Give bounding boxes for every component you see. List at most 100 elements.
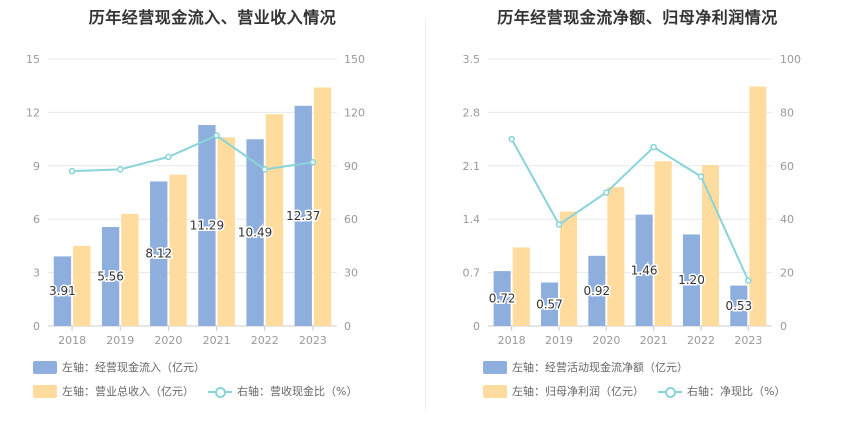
line-point (555, 221, 563, 228)
left-tick-label: 0.7 (463, 267, 481, 280)
x-tick-label: 2020 (154, 334, 182, 347)
line-point (309, 158, 317, 166)
line-point (261, 166, 268, 173)
legend-label: 右轴：净现比（%） (687, 385, 786, 398)
right-tick-label: 150 (344, 53, 365, 66)
bar-series-2 (749, 86, 767, 326)
data-label: 3.91 (49, 284, 76, 298)
x-tick-label: 2022 (251, 334, 279, 347)
left-tick-label: 0 (33, 320, 40, 333)
x-tick-label: 2023 (299, 334, 327, 347)
left-tick-label: 6 (33, 213, 40, 226)
legend-item-net-cash-ratio[interactable]: 右轴：净现比（%） (658, 383, 785, 399)
right-tick-label: 100 (780, 53, 801, 66)
legend-label: 左轴：营业总收入（亿元） (62, 385, 194, 398)
x-tick-label: 2023 (734, 334, 762, 347)
chart-title: 历年经营现金流净额、归母净利润情况 (497, 8, 778, 27)
bar-series-1 (635, 214, 653, 326)
left-tick-label: 2.8 (463, 106, 481, 119)
left-tick-label: 15 (26, 53, 40, 66)
data-label: 0.72 (489, 292, 516, 306)
bar-series-1 (101, 227, 120, 326)
x-tick-label: 2018 (58, 334, 86, 347)
left-tick-label: 9 (33, 160, 40, 173)
bar-series-2 (702, 165, 720, 326)
chart-plot: 0 0.7 1.4 2.1 2.8 3.5 0 20 40 60 80 100 2018 2019 2020… (463, 53, 802, 347)
bar-series-1 (730, 285, 748, 326)
legend-label: 右轴：营收现金比（%） (237, 385, 358, 398)
data-label: 12.37 (286, 209, 320, 223)
left-tick-label: 3.5 (463, 53, 481, 66)
bar-series-1 (588, 255, 606, 326)
bar-series-1 (198, 125, 216, 327)
right-tick-label: 0 (780, 320, 787, 333)
chart-title: 历年经营现金流入、营业收入情况 (88, 8, 337, 27)
legend-item-cash-ratio[interactable]: 右轴：营收现金比（%） (208, 383, 357, 399)
legend-item-cash-inflow[interactable]: 左轴：经营现金流入（亿元） (33, 359, 205, 375)
line-point (697, 173, 705, 180)
legend-item-revenue[interactable]: 左轴：营业总收入（亿元） (33, 383, 194, 399)
line-point (117, 166, 124, 173)
left-tick-label: 12 (26, 106, 40, 119)
panel-divider (425, 18, 426, 410)
bar-series-2 (121, 213, 139, 326)
right-tick-label: 20 (780, 267, 794, 280)
bar-series-2 (169, 174, 187, 326)
x-tick-label: 2019 (106, 334, 134, 347)
data-label: 0.57 (536, 297, 563, 311)
right-tick-label: 120 (344, 106, 365, 119)
data-label: 10.49 (238, 226, 272, 240)
left-tick-label: 3 (33, 267, 40, 280)
x-tick-label: 2022 (687, 334, 715, 347)
right-tick-label: 60 (780, 160, 794, 173)
bar-series-2 (73, 245, 91, 326)
right-tick-label: 30 (344, 267, 358, 280)
left-tick-label: 2.1 (463, 160, 481, 173)
legend-swatch-bar1 (483, 360, 507, 374)
legend-item-net-cash[interactable]: 左轴：经营活动现金流净额（亿元） (483, 359, 688, 375)
bar-series-2 (265, 114, 284, 327)
legend-item-net-profit[interactable]: 左轴：归母净利润（亿元） (483, 383, 644, 399)
right-tick-label: 60 (344, 213, 358, 226)
data-label: 11.29 (190, 219, 224, 233)
bar-series-1 (682, 234, 700, 326)
data-label: 1.46 (631, 263, 658, 277)
right-tick-label: 80 (780, 106, 794, 119)
data-label: 0.92 (583, 284, 610, 298)
bar-series-1 (493, 271, 511, 326)
legend-swatch-line (658, 385, 682, 398)
bar-series-2 (217, 137, 235, 326)
right-tick-label: 0 (344, 320, 351, 333)
line-point (603, 189, 610, 196)
bar-series-2 (607, 187, 625, 326)
bar-series-2 (512, 247, 530, 326)
bar-series-1 (540, 282, 558, 326)
right-tick-label: 40 (780, 213, 794, 226)
legend-label: 左轴：经营现金流入（亿元） (62, 361, 205, 374)
data-label: 5.56 (97, 270, 124, 284)
legend-swatch-bar1 (33, 360, 57, 374)
line-point (508, 135, 515, 143)
data-label: 1.20 (678, 273, 705, 287)
x-tick-label: 2019 (545, 334, 573, 347)
line-point (650, 143, 657, 151)
left-tick-label: 0 (473, 320, 480, 333)
line-point (213, 132, 220, 139)
line-point (165, 153, 172, 161)
line-point (745, 277, 752, 284)
bar-series-1 (150, 181, 168, 326)
legend-label: 左轴：归母净利润（亿元） (512, 385, 644, 398)
legend-swatch-bar2 (483, 384, 507, 398)
x-tick-label: 2020 (592, 334, 620, 347)
chart-panel-cash-inflow-revenue: 历年经营现金流入、营业收入情况 0 3 6 9 12 15 0 30 60 90 120 150 201… (26, 8, 365, 399)
bar-series-1 (53, 256, 72, 326)
line-point (68, 167, 76, 175)
bar-series-2 (313, 87, 332, 326)
bar-series-1 (294, 105, 312, 327)
bar-series-1 (246, 139, 264, 326)
x-tick-label: 2021 (203, 334, 231, 347)
right-tick-label: 90 (344, 160, 358, 173)
legend-swatch-line (208, 385, 232, 398)
